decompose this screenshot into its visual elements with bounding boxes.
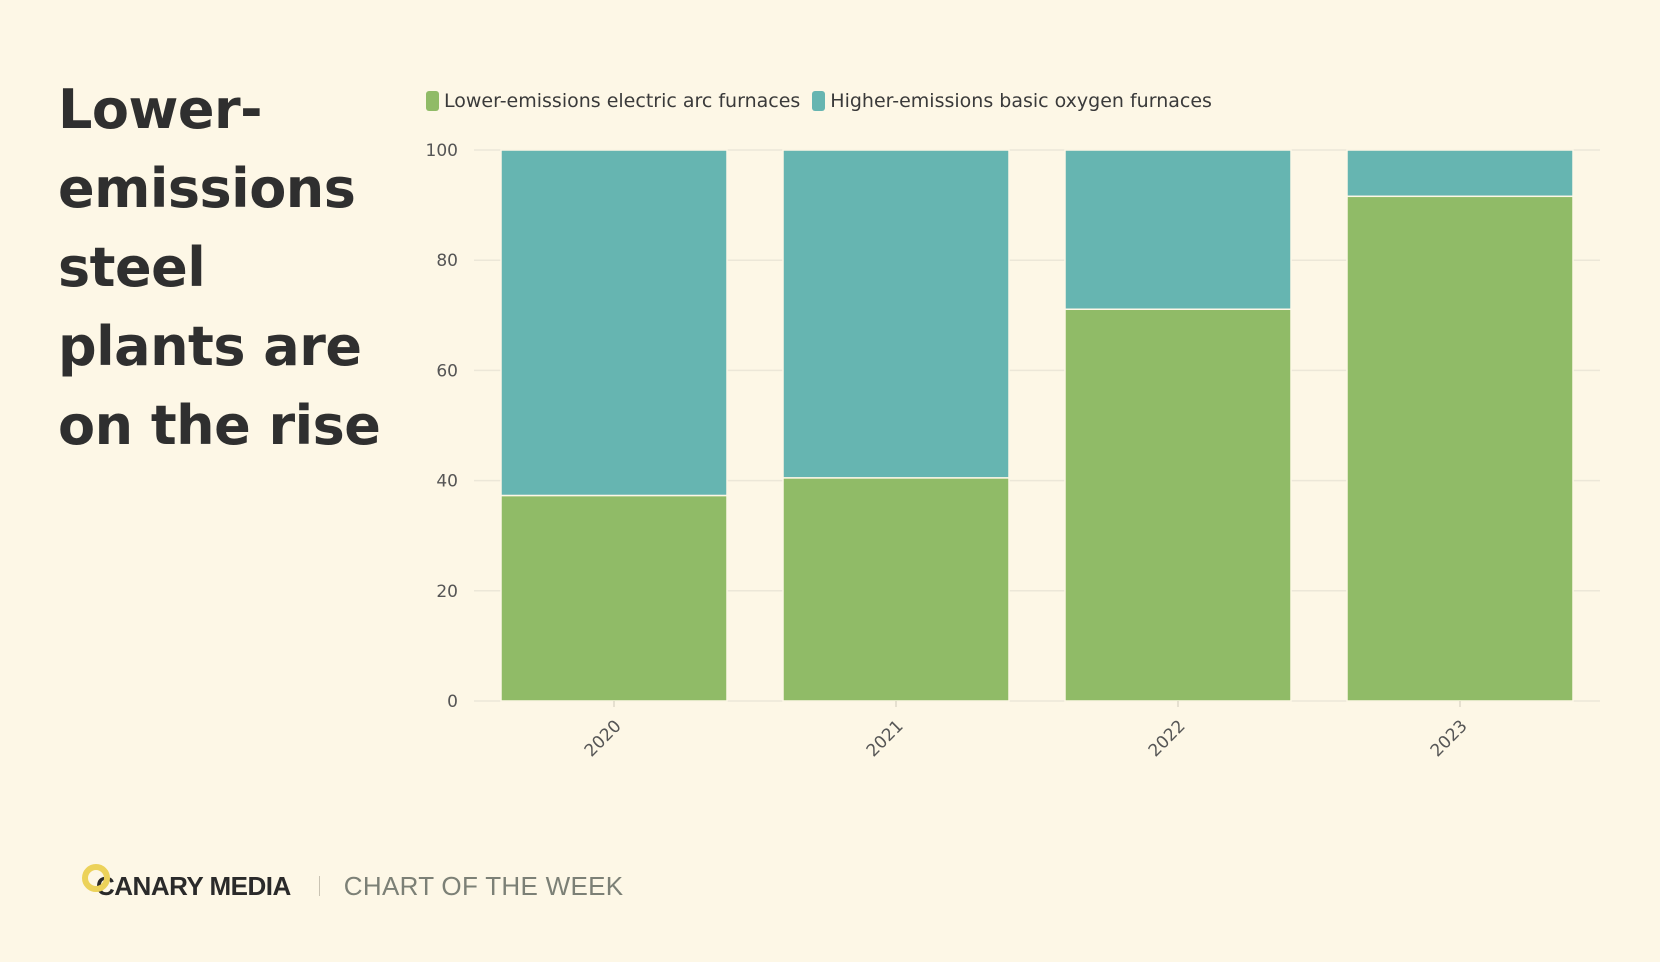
headline: Lower- emissions steel plants are on the… <box>58 70 398 465</box>
headline-line: Lower- <box>58 78 263 141</box>
legend-swatch-electric-arc <box>426 91 439 111</box>
legend-label-electric-arc: Lower-emissions electric arc furnaces <box>444 90 801 112</box>
bar-electric-arc <box>782 477 1010 702</box>
bar-electric-arc <box>1064 308 1292 702</box>
x-tick-label: 2023 <box>1427 716 1472 761</box>
x-tick-label: 2020 <box>581 716 626 761</box>
x-tick-label: 2022 <box>1145 716 1190 761</box>
bar-basic-oxygen <box>1346 149 1574 198</box>
stacked-bar-chart: 0 20 40 60 80 100 2020 2021 2022 2023 <box>426 141 1600 761</box>
bar-basic-oxygen <box>1064 149 1292 310</box>
bar-basic-oxygen <box>500 149 728 497</box>
footer: CANARY MEDIA CHART OF THE WEEK <box>82 862 623 902</box>
headline-line: plants are <box>58 315 362 378</box>
y-tick-label: 20 <box>436 582 458 602</box>
legend-swatch-basic-oxygen <box>812 91 826 111</box>
y-tick-label: 0 <box>447 692 458 712</box>
headline-line: steel <box>58 236 206 299</box>
bar-electric-arc <box>500 494 728 702</box>
footer-divider <box>318 876 320 896</box>
legend-item-basic-oxygen[interactable]: Higher-emissions basic oxygen furnaces <box>812 90 1212 112</box>
y-tick-label: 40 <box>436 472 458 492</box>
y-tick-label: 60 <box>436 361 458 381</box>
y-tick-label: 100 <box>426 141 458 161</box>
chart-legend: Lower-emissions electric arc furnaces Hi… <box>426 90 1224 112</box>
legend-item-electric-arc[interactable]: Lower-emissions electric arc furnaces <box>426 90 800 112</box>
legend-label-basic-oxygen: Higher-emissions basic oxygen furnaces <box>830 90 1212 112</box>
footer-tagline: CHART OF THE WEEK <box>343 870 624 901</box>
canary-logo-icon <box>82 862 112 902</box>
brand-name: CANARY MEDIA <box>96 870 291 901</box>
bar-electric-arc <box>1346 195 1574 702</box>
bar-basic-oxygen <box>782 149 1010 479</box>
y-tick-label: 80 <box>436 251 458 271</box>
x-tick-label: 2021 <box>863 716 908 761</box>
headline-line: emissions <box>58 157 356 220</box>
headline-line: on the rise <box>58 394 381 457</box>
